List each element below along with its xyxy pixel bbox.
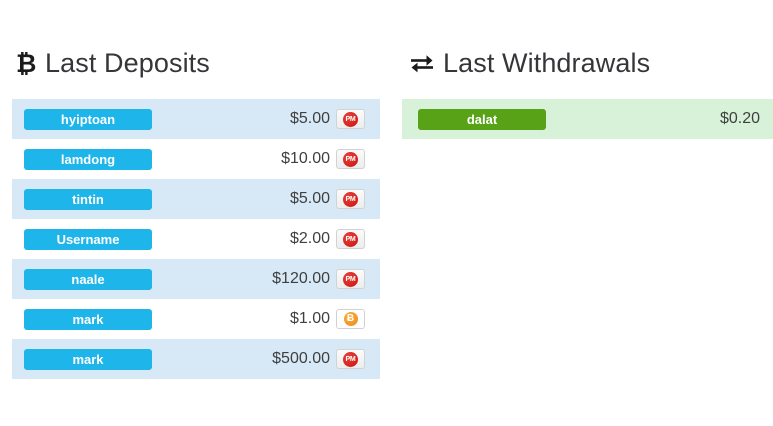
perfect-money-icon: PM (343, 351, 358, 367)
withdrawal-row[interactable]: dalat $0.20 (402, 99, 773, 139)
deposit-amount: $5.00 (289, 190, 330, 207)
last-withdrawals-section: Last Withdrawals dalat $0.20 (400, 0, 773, 139)
payment-method-badge-perfectmoney: PM (336, 229, 365, 249)
deposit-row[interactable]: Username $2.00 PM (12, 219, 380, 259)
last-deposits-section: ₿ Last Deposits hyiptoan $5.00 PM lamdon… (0, 0, 400, 379)
deposit-username-pill[interactable]: naale (24, 268, 152, 290)
last-withdrawals-heading: Last Withdrawals (400, 0, 773, 77)
perfect-money-icon: PM (343, 111, 358, 127)
payment-method-badge-perfectmoney: PM (336, 269, 365, 289)
deposit-username-pill[interactable]: mark (24, 348, 152, 370)
deposit-username-pill[interactable]: hyiptoan (24, 108, 152, 130)
deposit-amount: $5.00 (289, 110, 330, 127)
deposit-row[interactable]: hyiptoan $5.00 PM (12, 99, 380, 139)
withdrawal-amount: $0.20 (719, 110, 760, 127)
perfect-money-icon: PM (343, 151, 358, 167)
deposit-list: hyiptoan $5.00 PM lamdong $10.00 PM tint… (12, 99, 380, 379)
last-deposits-heading: ₿ Last Deposits (0, 0, 400, 77)
payment-method-badge-perfectmoney: PM (336, 109, 365, 129)
last-withdrawals-title: Last Withdrawals (443, 48, 651, 78)
deposit-amount: $120.00 (272, 270, 330, 287)
deposit-amount: $10.00 (281, 150, 330, 167)
deposit-row[interactable]: naale $120.00 PM (12, 259, 380, 299)
payment-method-badge-perfectmoney: PM (336, 349, 365, 369)
deposit-row[interactable]: mark $1.00 Ƀ (12, 299, 380, 339)
deposit-amount: $500.00 (272, 350, 330, 367)
last-deposits-title: Last Deposits (45, 48, 210, 78)
deposit-amount: $2.00 (289, 230, 330, 247)
payment-method-badge-perfectmoney: PM (336, 189, 365, 209)
svg-text:₿: ₿ (16, 51, 36, 77)
withdrawal-list: dalat $0.20 (402, 99, 773, 139)
payment-method-badge-bitcoin: Ƀ (336, 309, 365, 329)
deposit-username-pill[interactable]: lamdong (24, 148, 152, 170)
bitcoin-coin-icon: Ƀ (343, 312, 358, 326)
withdrawal-username-pill[interactable]: dalat (418, 108, 546, 130)
deposit-username-pill[interactable]: tintin (24, 188, 152, 210)
deposit-username-pill[interactable]: mark (24, 308, 152, 330)
two-column-layout: ₿ Last Deposits hyiptoan $5.00 PM lamdon… (0, 0, 773, 379)
deposit-amount: $1.00 (289, 310, 330, 327)
payment-method-badge-perfectmoney: PM (336, 149, 365, 169)
perfect-money-icon: PM (343, 191, 358, 207)
perfect-money-icon: PM (343, 231, 358, 247)
perfect-money-icon: PM (343, 271, 358, 287)
deposit-row[interactable]: lamdong $10.00 PM (12, 139, 380, 179)
bitcoin-icon: ₿ (16, 51, 36, 77)
deposit-row[interactable]: tintin $5.00 PM (12, 179, 380, 219)
deposit-username-pill[interactable]: Username (24, 228, 152, 250)
deposit-row[interactable]: mark $500.00 PM (12, 339, 380, 379)
exchange-arrows-icon (410, 54, 434, 74)
